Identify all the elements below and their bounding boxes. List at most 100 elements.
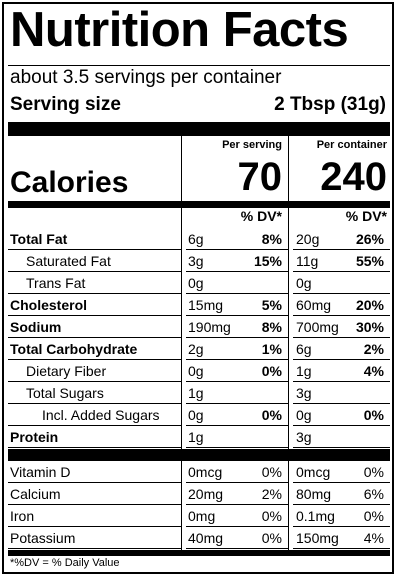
row-divider: [8, 447, 181, 448]
daily-value-footnote: *%DV = % Daily Value: [10, 557, 120, 569]
row-divider: [8, 403, 181, 404]
serving-dv: 2%: [261, 486, 282, 502]
nutrient-name: Iron: [10, 508, 35, 524]
container-dv: 4%: [363, 363, 384, 379]
row-divider: [186, 381, 288, 382]
serving-amount: 40mg: [188, 530, 224, 546]
container-dv: 0%: [363, 508, 384, 524]
serving-amount: 3g: [188, 253, 204, 269]
row-divider: [8, 526, 181, 527]
container-dv: 4%: [363, 530, 384, 546]
row-divider: [8, 249, 181, 250]
serving-dv: 0%: [261, 363, 282, 379]
nutrient-name: Total Sugars: [26, 385, 104, 401]
row-divider: [293, 249, 390, 250]
nutrient-name: Dietary Fiber: [26, 363, 107, 379]
calories-per-serving: 70: [237, 155, 283, 199]
serving-dv: 0%: [261, 407, 282, 423]
serving-amount: 15mg: [188, 297, 224, 313]
nutrient-name: Saturated Fat: [26, 253, 111, 269]
container-amount: 150mg: [296, 530, 339, 546]
serving-dv: 0%: [261, 530, 282, 546]
row-divider: [186, 359, 288, 360]
nutrient-name: Total Fat: [10, 231, 68, 247]
row-divider: [8, 337, 181, 338]
nutrient-name: Protein: [10, 429, 59, 445]
nutrient-row: Total Carbohydrate 2g 1% 6g 2%: [8, 338, 390, 360]
row-divider: [8, 482, 181, 483]
servings-per-container: about 3.5 servings per container: [10, 67, 282, 88]
serving-amount: 1g: [188, 385, 204, 401]
row-divider: [293, 482, 390, 483]
row-divider: [8, 359, 181, 360]
row-divider: [8, 381, 181, 382]
nutrient-name: Cholesterol: [10, 297, 88, 313]
serving-amount: 0g: [188, 363, 204, 379]
nutrient-row: Total Fat 6g 8% 20g 26%: [8, 228, 390, 250]
row-divider: [186, 271, 288, 272]
nutrient-row: Incl. Added Sugars 0g 0% 0g 0%: [8, 404, 390, 426]
row-divider: [186, 293, 288, 294]
serving-dv: 8%: [261, 231, 282, 247]
column-divider-serving: [181, 136, 182, 550]
nutrient-row: Sodium 190mg 8% 700mg 30%: [8, 316, 390, 338]
container-dv: 20%: [355, 297, 384, 313]
serving-dv: 15%: [253, 253, 282, 269]
vitamin-row: Iron 0mg 0% 0.1mg 0%: [8, 505, 390, 527]
container-amount: 20g: [296, 231, 320, 247]
dv-heading-serving: % DV*: [240, 208, 282, 224]
nutrient-row: Saturated Fat 3g 15% 11g 55%: [8, 250, 390, 272]
container-amount: 6g: [296, 341, 312, 357]
nutrient-row: Trans Fat 0g 0g: [8, 272, 390, 294]
serving-dv: 1%: [261, 341, 282, 357]
calories-label: Calories: [10, 166, 129, 199]
per-serving-heading: Per serving: [222, 139, 282, 151]
nutrient-name: Calcium: [10, 486, 61, 502]
container-amount: 700mg: [296, 319, 339, 335]
thick-divider-bottom: [8, 550, 390, 556]
serving-amount: 0g: [188, 275, 204, 291]
nutrient-name: Potassium: [10, 530, 76, 546]
container-amount: 11g: [296, 253, 319, 269]
serving-amount: 2g: [188, 341, 204, 357]
title-divider: [8, 65, 390, 66]
nutrient-row: Protein 1g 3g: [8, 426, 390, 448]
nutrient-row: Dietary Fiber 0g 0% 1g 4%: [8, 360, 390, 382]
container-dv: 55%: [355, 253, 384, 269]
serving-amount: 0g: [188, 407, 204, 423]
row-divider: [186, 249, 288, 250]
container-amount: 3g: [296, 429, 312, 445]
row-divider: [293, 403, 390, 404]
row-divider: [8, 271, 181, 272]
serving-amount: 190mg: [188, 319, 231, 335]
container-dv: 0%: [363, 464, 384, 480]
serving-amount: 20mg: [188, 486, 224, 502]
calories-divider: [8, 201, 390, 208]
container-dv: 0%: [363, 407, 384, 423]
nutrition-facts-label: Nutrition Facts about 3.5 servings per c…: [2, 2, 394, 574]
serving-size-label: Serving size: [10, 94, 121, 115]
container-amount: 3g: [296, 385, 312, 401]
row-divider: [186, 482, 288, 483]
container-dv: 2%: [363, 341, 384, 357]
serving-amount: 6g: [188, 231, 204, 247]
container-amount: 0g: [296, 407, 312, 423]
row-divider: [186, 548, 288, 549]
row-divider: [186, 337, 288, 338]
nutrient-name: Sodium: [10, 319, 62, 335]
container-amount: 1g: [296, 363, 312, 379]
container-amount: 0g: [296, 275, 312, 291]
serving-amount: 1g: [188, 429, 204, 445]
row-divider: [293, 504, 390, 505]
row-divider: [8, 548, 181, 549]
vitamin-row: Calcium 20mg 2% 80mg 6%: [8, 483, 390, 505]
row-divider: [293, 337, 390, 338]
container-amount: 0.1mg: [296, 508, 335, 524]
row-divider: [293, 271, 390, 272]
row-divider: [8, 425, 181, 426]
serving-dv: 5%: [261, 297, 282, 313]
container-dv: 30%: [355, 319, 384, 335]
nutrient-name: Total Carbohydrate: [10, 341, 138, 357]
vitamin-row: Vitamin D 0mcg 0% 0mcg 0%: [8, 461, 390, 483]
serving-dv: 0%: [261, 508, 282, 524]
